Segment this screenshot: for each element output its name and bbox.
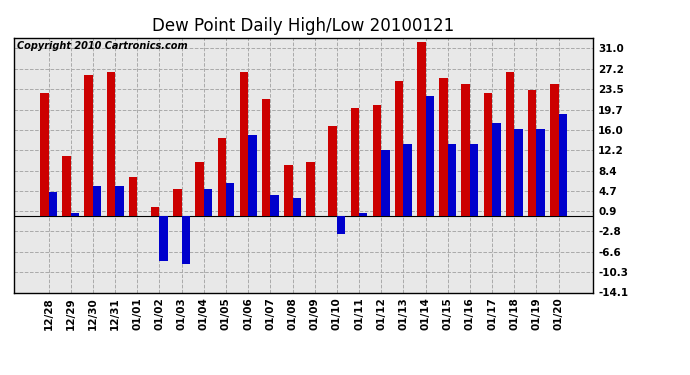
- Bar: [62, 156, 71, 216]
- Bar: [173, 189, 181, 216]
- Bar: [337, 216, 345, 234]
- Bar: [71, 213, 79, 216]
- Bar: [440, 78, 448, 216]
- Bar: [395, 81, 404, 216]
- Bar: [536, 129, 545, 216]
- Bar: [351, 108, 359, 216]
- Bar: [306, 162, 315, 216]
- Bar: [559, 114, 567, 216]
- Bar: [115, 186, 124, 216]
- Bar: [462, 84, 470, 216]
- Bar: [151, 207, 159, 216]
- Bar: [470, 144, 478, 216]
- Bar: [40, 93, 48, 216]
- Bar: [181, 216, 190, 264]
- Bar: [204, 189, 213, 216]
- Bar: [514, 129, 523, 216]
- Bar: [270, 195, 279, 216]
- Bar: [328, 126, 337, 216]
- Bar: [159, 216, 168, 261]
- Bar: [448, 144, 456, 216]
- Bar: [284, 165, 293, 216]
- Bar: [492, 123, 500, 216]
- Bar: [528, 90, 536, 216]
- Text: Copyright 2010 Cartronics.com: Copyright 2010 Cartronics.com: [17, 41, 187, 51]
- Bar: [381, 150, 390, 216]
- Bar: [195, 162, 204, 216]
- Bar: [404, 144, 412, 216]
- Bar: [239, 72, 248, 216]
- Bar: [293, 198, 301, 216]
- Bar: [248, 135, 257, 216]
- Bar: [426, 96, 434, 216]
- Bar: [373, 105, 381, 216]
- Bar: [217, 138, 226, 216]
- Bar: [262, 99, 270, 216]
- Bar: [107, 72, 115, 216]
- Bar: [550, 84, 559, 216]
- Bar: [48, 192, 57, 216]
- Bar: [506, 72, 514, 216]
- Bar: [359, 213, 368, 216]
- Bar: [84, 75, 93, 216]
- Bar: [226, 183, 235, 216]
- Title: Dew Point Daily High/Low 20100121: Dew Point Daily High/Low 20100121: [152, 16, 455, 34]
- Bar: [129, 177, 137, 216]
- Bar: [484, 93, 492, 216]
- Bar: [417, 42, 426, 216]
- Bar: [93, 186, 101, 216]
